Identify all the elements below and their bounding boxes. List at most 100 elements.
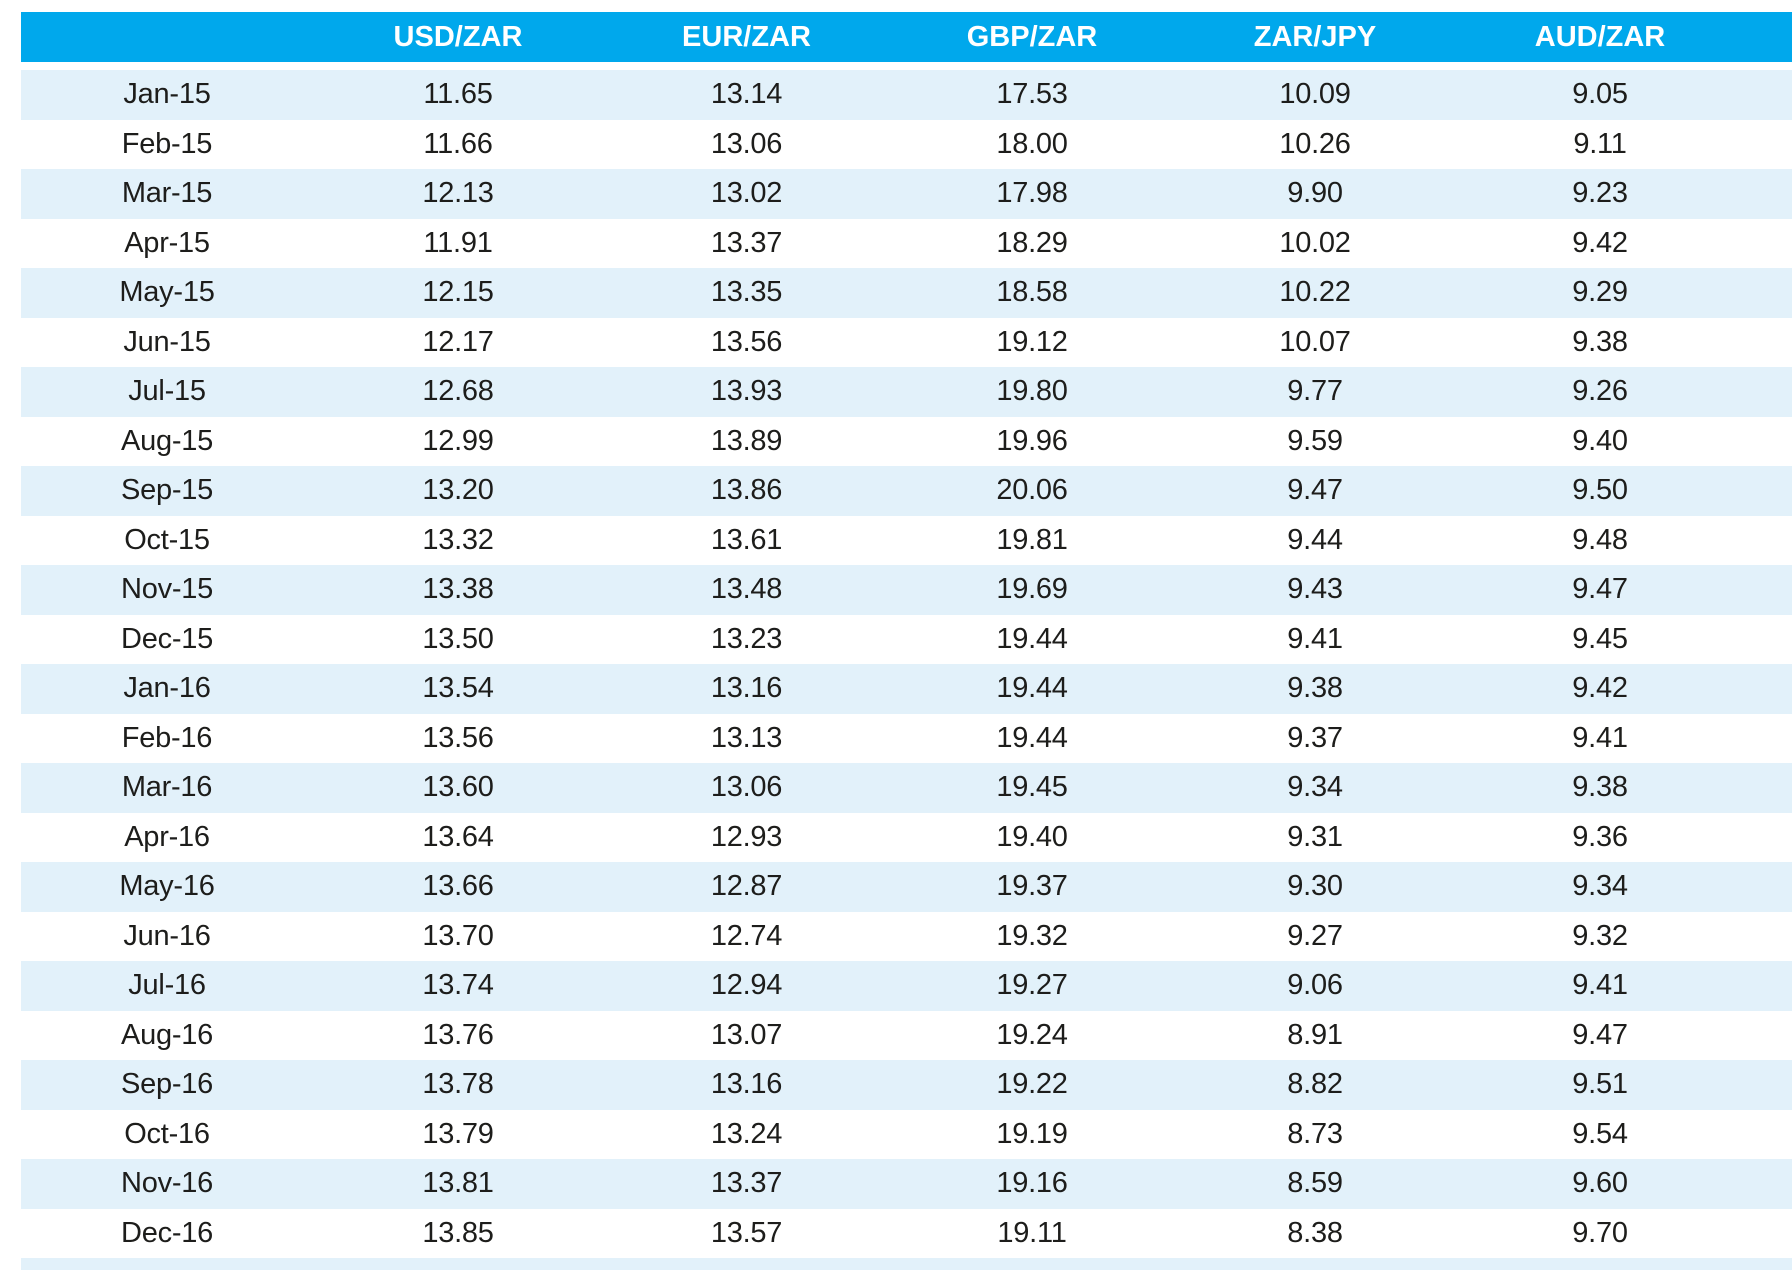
cell-zar-jpy: 9.44 — [1174, 515, 1456, 565]
table-row-aug-16: Aug-16 13.76 13.07 19.24 8.91 9.47 — [21, 1010, 1792, 1060]
cell-eur-zar: 13.02 — [603, 169, 890, 219]
cell-usd-zar: 13.50 — [313, 614, 603, 664]
row-month-label: Jun-15 — [21, 317, 313, 367]
cell-gbp-zar: 19.19 — [890, 1109, 1174, 1159]
cell-zar-jpy: 9.77 — [1174, 367, 1456, 417]
row-month-label: Apr-16 — [21, 812, 313, 862]
table-header: USD/ZAR EUR/ZAR GBP/ZAR ZAR/JPY AUD/ZAR — [21, 12, 1792, 70]
cell-usd-zar: 12.68 — [313, 367, 603, 417]
cell-gbp-zar: 19.37 — [890, 862, 1174, 912]
cell-aud-zar: 9.47 — [1456, 1010, 1792, 1060]
cell-zar-jpy: 9.47 — [1174, 466, 1456, 516]
cell-gbp-zar: 19.40 — [890, 812, 1174, 862]
cell-zar-jpy: 9.06 — [1174, 961, 1456, 1011]
cell-eur-zar: 12.94 — [603, 961, 890, 1011]
cell-eur-zar: 13.07 — [603, 1010, 890, 1060]
cell-aud-zar: 9.23 — [1456, 169, 1792, 219]
cell-gbp-zar: 19.96 — [890, 416, 1174, 466]
table-row-feb-15: Feb-15 11.66 13.06 18.00 10.26 9.11 — [21, 119, 1792, 169]
cell-usd-zar: 13.60 — [313, 763, 603, 813]
table-row-may-15: May-15 12.15 13.35 18.58 10.22 9.29 — [21, 268, 1792, 318]
partial-next-row-stripe — [21, 1258, 1792, 1270]
table-row-oct-15: Oct-15 13.32 13.61 19.81 9.44 9.48 — [21, 515, 1792, 565]
cell-gbp-zar: 20.06 — [890, 466, 1174, 516]
cell-usd-zar: 13.78 — [313, 1060, 603, 1110]
cell-aud-zar: 9.42 — [1456, 664, 1792, 714]
cell-eur-zar: 13.61 — [603, 515, 890, 565]
cell-usd-zar: 11.65 — [313, 70, 603, 120]
table-row-jun-15: Jun-15 12.17 13.56 19.12 10.07 9.38 — [21, 317, 1792, 367]
cell-zar-jpy: 9.37 — [1174, 713, 1456, 763]
cell-usd-zar: 13.54 — [313, 664, 603, 714]
fx-rates-table: USD/ZAR EUR/ZAR GBP/ZAR ZAR/JPY AUD/ZAR Jan-… — [21, 12, 1792, 1258]
cell-usd-zar: 13.76 — [313, 1010, 603, 1060]
cell-aud-zar: 9.05 — [1456, 70, 1792, 120]
cell-gbp-zar: 19.12 — [890, 317, 1174, 367]
row-month-label: Jul-16 — [21, 961, 313, 1011]
table-row-mar-15: Mar-15 12.13 13.02 17.98 9.90 9.23 — [21, 169, 1792, 219]
cell-zar-jpy: 9.34 — [1174, 763, 1456, 813]
cell-zar-jpy: 9.27 — [1174, 911, 1456, 961]
cell-usd-zar: 13.81 — [313, 1159, 603, 1209]
cell-aud-zar: 9.47 — [1456, 565, 1792, 615]
cell-gbp-zar: 19.22 — [890, 1060, 1174, 1110]
row-month-label: Mar-15 — [21, 169, 313, 219]
cell-aud-zar: 9.40 — [1456, 416, 1792, 466]
table-body: Jan-15 11.65 13.14 17.53 10.09 9.05 Feb-15 11.6… — [21, 70, 1792, 1258]
cell-gbp-zar: 19.27 — [890, 961, 1174, 1011]
cell-eur-zar: 13.93 — [603, 367, 890, 417]
cell-gbp-zar: 17.53 — [890, 70, 1174, 120]
cell-usd-zar: 13.74 — [313, 961, 603, 1011]
cell-gbp-zar: 19.44 — [890, 614, 1174, 664]
cell-eur-zar: 13.86 — [603, 466, 890, 516]
table-header-row: USD/ZAR EUR/ZAR GBP/ZAR ZAR/JPY AUD/ZAR — [21, 12, 1792, 70]
cell-eur-zar: 13.35 — [603, 268, 890, 318]
cell-eur-zar: 13.16 — [603, 1060, 890, 1110]
cell-usd-zar: 12.15 — [313, 268, 603, 318]
row-month-label: Jan-15 — [21, 70, 313, 120]
cell-usd-zar: 11.66 — [313, 119, 603, 169]
table-row-sep-15: Sep-15 13.20 13.86 20.06 9.47 9.50 — [21, 466, 1792, 516]
cell-zar-jpy: 9.31 — [1174, 812, 1456, 862]
cell-aud-zar: 9.34 — [1456, 862, 1792, 912]
cell-zar-jpy: 8.38 — [1174, 1208, 1456, 1258]
cell-zar-jpy: 9.38 — [1174, 664, 1456, 714]
cell-eur-zar: 13.23 — [603, 614, 890, 664]
column-header-gbp-zar: GBP/ZAR — [890, 12, 1174, 70]
cell-aud-zar: 9.42 — [1456, 218, 1792, 268]
cell-zar-jpy: 10.22 — [1174, 268, 1456, 318]
cell-eur-zar: 13.06 — [603, 763, 890, 813]
cell-usd-zar: 11.91 — [313, 218, 603, 268]
row-month-label: Feb-15 — [21, 119, 313, 169]
cell-zar-jpy: 10.26 — [1174, 119, 1456, 169]
cell-usd-zar: 13.38 — [313, 565, 603, 615]
cell-eur-zar: 13.56 — [603, 317, 890, 367]
cell-usd-zar: 13.56 — [313, 713, 603, 763]
cell-zar-jpy: 10.09 — [1174, 70, 1456, 120]
cell-eur-zar: 13.37 — [603, 218, 890, 268]
cell-aud-zar: 9.41 — [1456, 961, 1792, 1011]
cell-eur-zar: 13.57 — [603, 1208, 890, 1258]
cell-eur-zar: 13.48 — [603, 565, 890, 615]
cell-zar-jpy: 8.73 — [1174, 1109, 1456, 1159]
column-header-eur-zar: EUR/ZAR — [603, 12, 890, 70]
cell-usd-zar: 13.66 — [313, 862, 603, 912]
cell-aud-zar: 9.50 — [1456, 466, 1792, 516]
cell-zar-jpy: 10.07 — [1174, 317, 1456, 367]
cell-gbp-zar: 19.45 — [890, 763, 1174, 813]
table-row-aug-15: Aug-15 12.99 13.89 19.96 9.59 9.40 — [21, 416, 1792, 466]
cell-gbp-zar: 19.69 — [890, 565, 1174, 615]
cell-usd-zar: 13.70 — [313, 911, 603, 961]
row-month-label: Apr-15 — [21, 218, 313, 268]
cell-usd-zar: 13.32 — [313, 515, 603, 565]
cell-zar-jpy: 8.91 — [1174, 1010, 1456, 1060]
cell-eur-zar: 13.16 — [603, 664, 890, 714]
cell-usd-zar: 12.99 — [313, 416, 603, 466]
table-row-jul-16: Jul-16 13.74 12.94 19.27 9.06 9.41 — [21, 961, 1792, 1011]
row-month-label: Sep-15 — [21, 466, 313, 516]
cell-gbp-zar: 19.44 — [890, 664, 1174, 714]
table-row-may-16: May-16 13.66 12.87 19.37 9.30 9.34 — [21, 862, 1792, 912]
cell-zar-jpy: 8.59 — [1174, 1159, 1456, 1209]
cell-gbp-zar: 18.29 — [890, 218, 1174, 268]
cell-eur-zar: 13.06 — [603, 119, 890, 169]
